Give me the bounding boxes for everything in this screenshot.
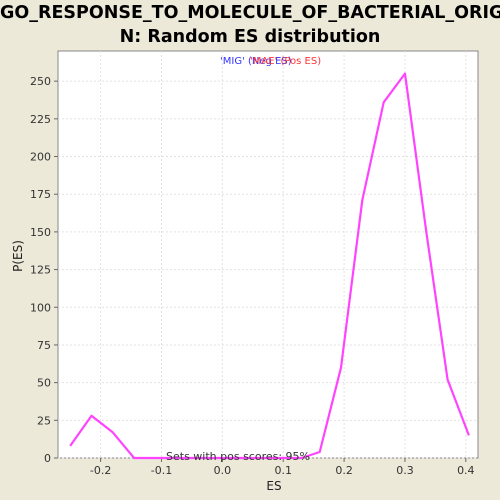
ticks: -0.2 -0.1 0.0 0.1 0.2 0.3 0.4 0 25 50 75 100 125 150 1…	[30, 75, 475, 477]
plot-area	[57, 50, 479, 459]
x-tick-label: 0.1	[274, 464, 292, 477]
y-tick-label: 25	[37, 414, 51, 427]
series	[69, 72, 470, 460]
chart-title: GO_RESPONSE_TO_MOLECULE_OF_BACTERIAL_ORI…	[0, 1, 500, 49]
x-tick-label: 0.3	[396, 464, 414, 477]
grid	[58, 51, 478, 459]
y-tick-label: 200	[30, 151, 51, 164]
x-tick-label: -0.1	[151, 464, 172, 477]
series-line	[69, 72, 470, 460]
legend-pos: 'MAE' (Pos ES)	[250, 56, 321, 67]
y-tick-label: 50	[37, 377, 51, 390]
x-tick-label: 0.2	[335, 464, 353, 477]
y-tick-label: 100	[30, 301, 51, 314]
y-tick-label: 175	[30, 188, 51, 201]
annotation: Sets with pos scores: 95%	[166, 450, 310, 463]
x-tick-label: 0.4	[457, 464, 475, 477]
y-tick-label: 225	[30, 113, 51, 126]
y-tick-label: 250	[30, 75, 51, 88]
y-axis-title: P(ES)	[11, 240, 25, 272]
y-tick-label: 125	[30, 264, 51, 277]
chart-title-line1: GO_RESPONSE_TO_MOLECULE_OF_BACTERIAL_ORI…	[0, 3, 500, 23]
y-tick-label: 150	[30, 226, 51, 239]
x-tick-label: 0.0	[214, 464, 232, 477]
x-axis-title: ES	[266, 479, 281, 493]
y-tick-label: 0	[44, 452, 51, 465]
chart-title-line2: N: Random ES distribution	[119, 27, 381, 47]
y-tick-label: 75	[37, 339, 51, 352]
x-tick-label: -0.2	[90, 464, 111, 477]
legend-neg: 'MIG' (Neg ES)	[220, 56, 292, 67]
